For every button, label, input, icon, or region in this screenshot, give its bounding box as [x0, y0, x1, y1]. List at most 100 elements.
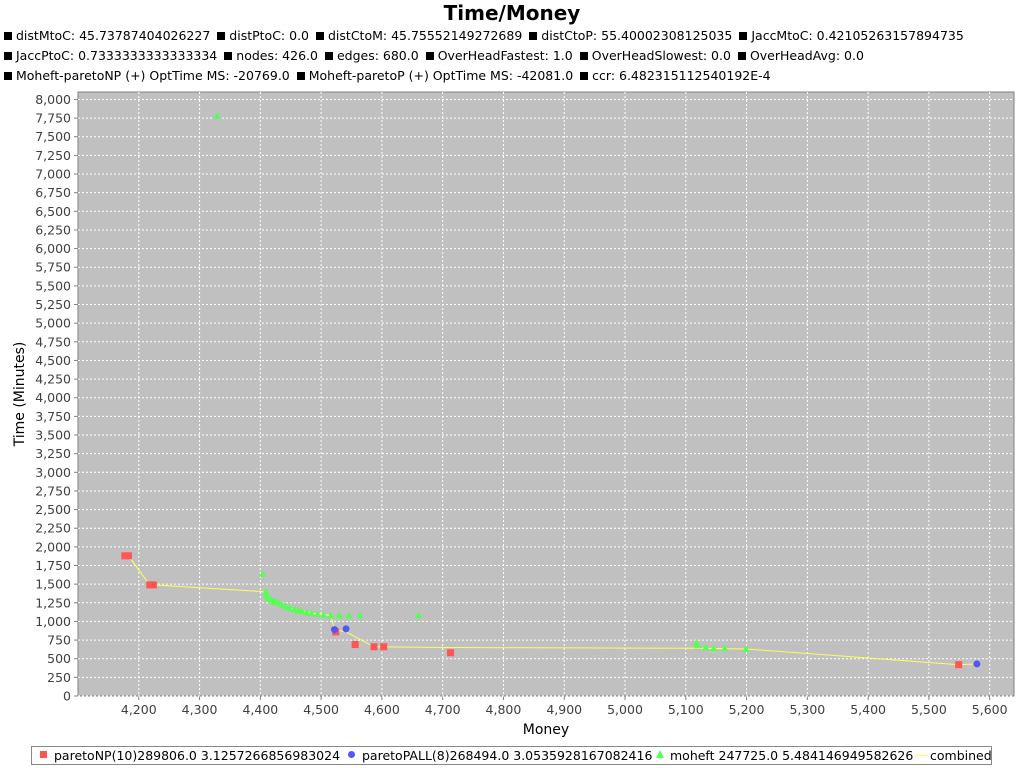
subtitle-item: distCtoM: 45.75552149272689	[316, 28, 522, 43]
point-moheft	[298, 606, 306, 614]
point-moheft	[320, 610, 328, 618]
y-tick-label: 5,750	[35, 260, 71, 275]
subtitle-bullet-icon	[4, 32, 12, 40]
subtitle-text: Moheft-paretoP (+) OptTime MS: -42081.0	[308, 68, 574, 83]
point-moheft	[278, 601, 286, 609]
legend-circle-icon	[348, 751, 355, 758]
point-moheft	[307, 609, 315, 617]
y-tick-label: 7,750	[35, 111, 71, 126]
y-tick-label: 3,500	[35, 428, 71, 443]
y-tick-label: 4,750	[35, 334, 71, 349]
point-paretoPALL	[330, 626, 338, 634]
legend-label: paretoNP(10)289806.0 3.1257266856983024	[54, 748, 341, 763]
point-moheft	[414, 611, 422, 619]
subtitle-bullet-icon	[296, 72, 305, 80]
subtitle-item: OverHeadAvg: 0.0	[737, 48, 864, 63]
y-tick-label: 750	[47, 633, 71, 648]
point-paretoNP	[146, 581, 154, 589]
x-tick-label: 4,800	[486, 702, 522, 717]
subtitle-item: Moheft-paretoP (+) OptTime MS: -42081.0	[296, 68, 574, 83]
x-tick-label: 4,600	[364, 702, 400, 717]
y-tick-label: 250	[47, 670, 71, 685]
point-paretoNP	[351, 641, 359, 649]
subtitle-text: distCtoM: 45.75552149272689	[328, 28, 523, 43]
subtitle-bullet-icon	[324, 52, 333, 60]
legend-triangle-icon	[656, 750, 664, 758]
y-tick-label: 3,750	[35, 409, 71, 424]
x-tick-label: 5,400	[850, 702, 886, 717]
y-tick-label: 2,500	[35, 502, 71, 517]
point-paretoPALL	[342, 625, 350, 633]
subtitle-item: OverHeadFastest: 1.0	[425, 48, 573, 63]
subtitle-bullet-icon	[4, 52, 12, 60]
y-tick-label: 7,250	[35, 148, 71, 163]
y-tick-label: 2,750	[35, 483, 71, 498]
subtitle-text: distCtoP: 55.40002308125035	[541, 28, 733, 43]
point-moheft	[356, 611, 364, 619]
x-axis-label: Money	[523, 722, 569, 738]
legend-label: moheft 247725.0 5.484146949582626	[670, 748, 914, 763]
x-tick-label: 5,000	[607, 702, 643, 717]
point-moheft	[303, 608, 311, 616]
legend-label: paretoPALL(8)268494.0 3.0535928167082416	[362, 748, 653, 763]
subtitle-text: edges: 680.0	[336, 48, 419, 63]
y-tick-label: 6,750	[35, 185, 71, 200]
y-tick-label: 3,000	[35, 465, 71, 480]
y-tick-label: 500	[47, 651, 71, 666]
subtitle-item: nodes: 426.0	[224, 48, 318, 63]
subtitle-text: distPtoC: 0.0	[229, 28, 309, 43]
subtitle-bullet-icon	[425, 52, 434, 60]
subtitle-text: OverHeadFastest: 1.0	[437, 48, 573, 63]
subtitle-line-3: Moheft-paretoNP (+) OptTime MS: -20769.0…	[4, 68, 1020, 83]
y-tick-label: 1,750	[35, 558, 71, 573]
subtitle-bullet-icon	[217, 32, 226, 40]
subtitle-bullet-icon	[316, 32, 324, 40]
subtitle-item: JaccPtoC: 0.7333333333333334	[4, 48, 217, 63]
x-tick-label: 5,300	[789, 702, 825, 717]
point-moheft	[345, 611, 353, 619]
y-tick-label: 6,500	[35, 204, 71, 219]
y-tick-label: 4,500	[35, 353, 71, 368]
point-moheft	[335, 611, 343, 619]
y-tick-label: 5,500	[35, 278, 71, 293]
subtitle-text: OverHeadAvg: 0.0	[749, 48, 864, 63]
x-tick-label: 5,100	[668, 702, 704, 717]
x-tick-label: 4,900	[546, 702, 582, 717]
point-paretoNP	[121, 552, 129, 560]
point-moheft	[313, 609, 321, 617]
y-axis-label: Time (Minutes)	[12, 342, 28, 448]
point-moheft	[694, 641, 702, 649]
point-paretoNP	[124, 552, 132, 560]
subtitle-item: OverHeadSlowest: 0.0	[579, 48, 731, 63]
subtitle-item: edges: 680.0	[324, 48, 419, 63]
point-paretoNP	[370, 643, 378, 651]
plot-area	[77, 91, 1015, 697]
point-paretoNP	[149, 581, 157, 589]
subtitle-text: JaccMtoC: 0.42105263157894735	[751, 28, 964, 43]
subtitle-text: distMtoC: 45.73787404026227	[16, 28, 211, 43]
legend-line-icon	[916, 755, 928, 756]
subtitle-bullet-icon	[580, 72, 589, 80]
y-tick-label: 7,500	[35, 129, 71, 144]
x-tick-label: 4,400	[242, 702, 278, 717]
subtitle-line-1: distMtoC: 45.73787404026227 distPtoC: 0.0…	[4, 28, 1020, 43]
point-moheft	[327, 611, 335, 619]
y-tick-label: 1,500	[35, 577, 71, 592]
y-tick-label: 8,000	[35, 92, 71, 107]
subtitle-item: distPtoC: 0.0	[217, 28, 309, 43]
subtitle-item: Moheft-paretoNP (+) OptTime MS: -20769.0	[4, 68, 290, 83]
x-tick-label: 4,500	[303, 702, 339, 717]
subtitle-bullet-icon	[4, 72, 12, 80]
subtitle-text: Moheft-paretoNP (+) OptTime MS: -20769.0	[16, 68, 290, 83]
point-moheft	[262, 587, 270, 595]
point-moheft	[275, 598, 283, 606]
point-moheft	[259, 569, 267, 577]
legend-label: combined	[930, 748, 992, 763]
y-tick-label: 7,000	[35, 167, 71, 182]
subtitle-text: JaccPtoC: 0.7333333333333334	[16, 48, 218, 63]
subtitle-item: distCtoP: 55.40002308125035	[529, 28, 732, 43]
chart-canvas: 4,200 4,300 4,400 4,500 4,600 4,700 4,800 4,900…	[12, 91, 1015, 738]
y-tick-label: 2,250	[35, 521, 71, 536]
subtitle-line-2: JaccPtoC: 0.7333333333333334 nodes: 426.0…	[4, 48, 1020, 63]
subtitle-item: distMtoC: 45.73787404026227	[4, 28, 210, 43]
